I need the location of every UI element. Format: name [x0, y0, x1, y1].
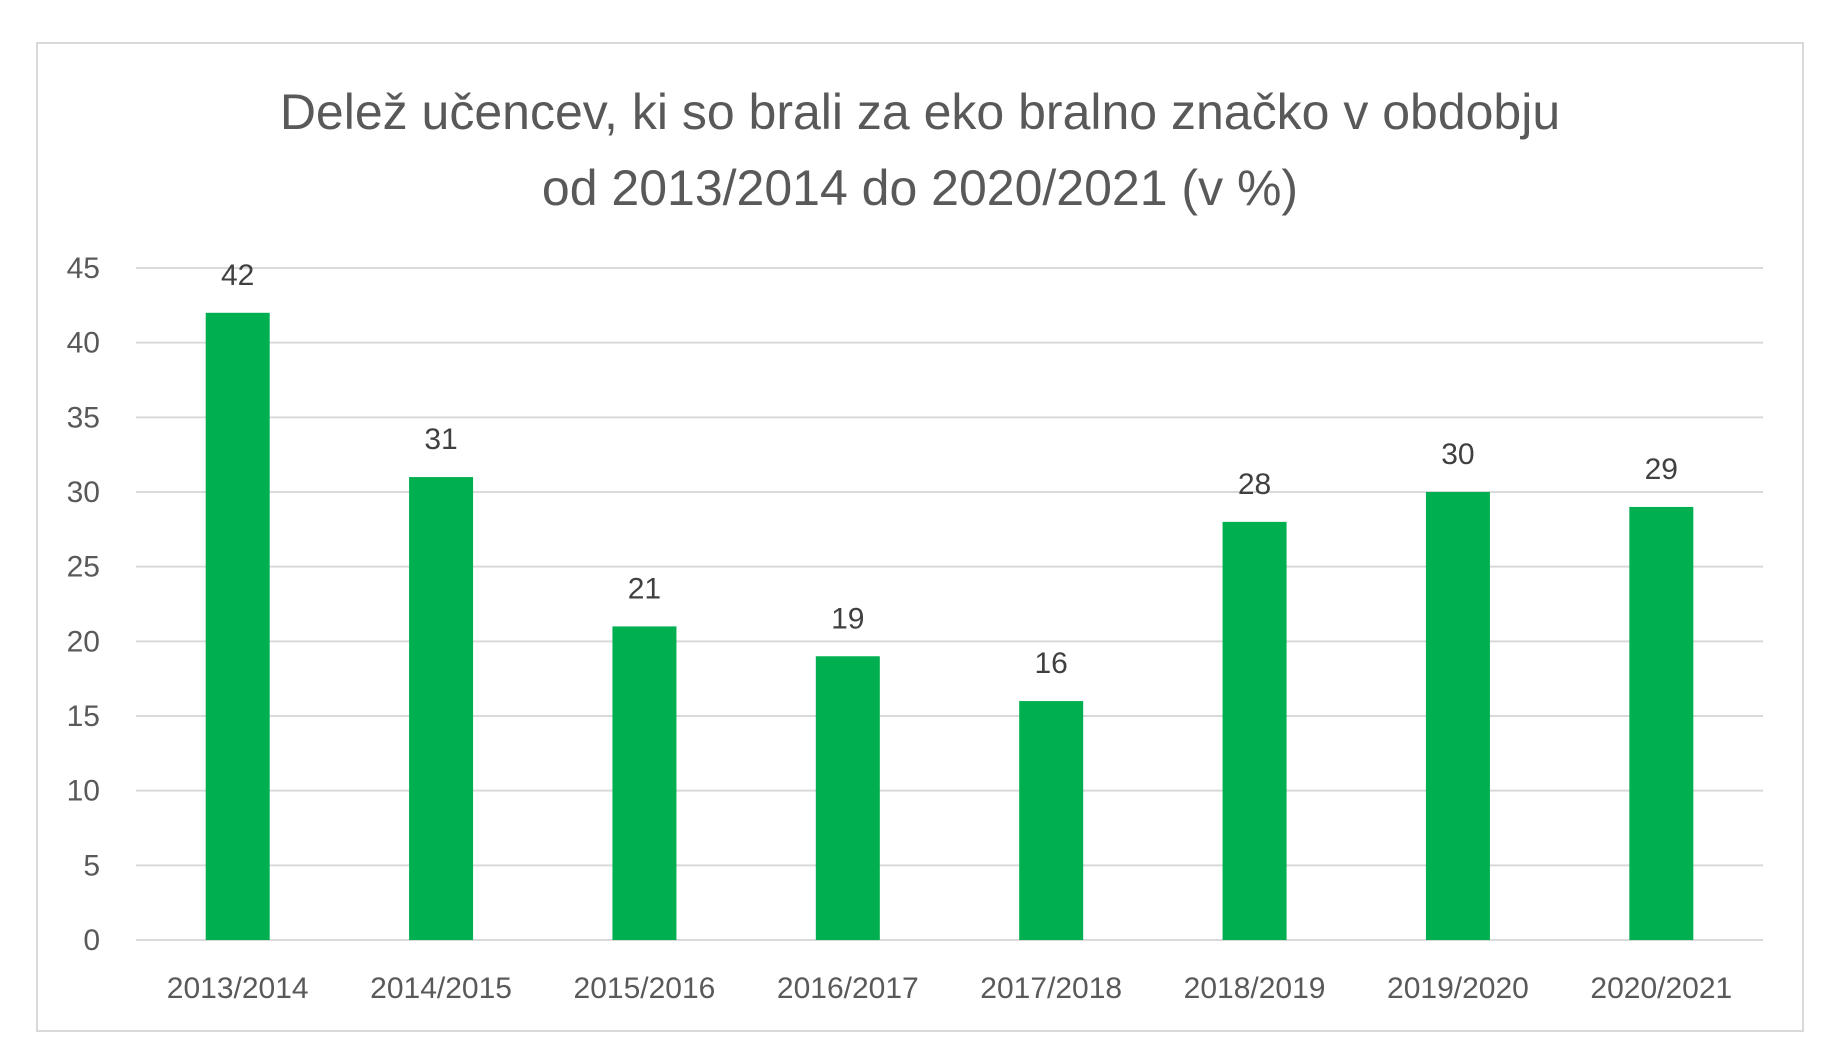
- y-tick-label: 45: [67, 252, 100, 285]
- gridlines: [136, 267, 1763, 941]
- data-label: 19: [831, 602, 864, 635]
- bar-2015-2016: [612, 626, 677, 940]
- data-label: 16: [1035, 647, 1068, 680]
- chart-title-line-2: od 2013/2014 do 2020/2021 (v %): [541, 160, 1299, 216]
- x-tick-label: 2020/2021: [1590, 972, 1732, 1005]
- x-tick-label: 2017/2018: [980, 972, 1122, 1005]
- y-tick-label: 5: [83, 849, 100, 882]
- data-label: 28: [1238, 468, 1271, 501]
- data-label: 21: [628, 572, 661, 605]
- bar-2014-2015: [409, 477, 474, 940]
- y-tick-label: 20: [67, 625, 100, 658]
- y-tick-label: 15: [67, 700, 100, 733]
- data-label: 31: [424, 423, 457, 456]
- y-tick-label: 30: [67, 476, 100, 509]
- data-label: 29: [1645, 453, 1678, 486]
- chart-frame: [36, 42, 1804, 1032]
- x-tick-label: 2019/2020: [1387, 972, 1529, 1005]
- y-tick-label: 10: [67, 775, 100, 808]
- bar-2016-2017: [815, 656, 880, 940]
- y-tick-label: 40: [67, 327, 100, 360]
- y-tick-label: 0: [83, 924, 100, 957]
- bar-2017-2018: [1019, 701, 1084, 940]
- data-label: 30: [1441, 438, 1474, 471]
- y-tick-label: 35: [67, 401, 100, 434]
- x-axis-ticks: 2013/2014 2014/2015 2015/2016 2016/2017 2017…: [167, 972, 1732, 1005]
- data-labels: 42 31 21 19 16 28 30 29: [221, 259, 1678, 680]
- bar-2019-2020: [1425, 492, 1490, 940]
- y-axis-ticks: 0 5 10 15 20 25 30 35 40 45: [67, 252, 100, 957]
- x-tick-label: 2016/2017: [777, 972, 919, 1005]
- x-tick-label: 2014/2015: [370, 972, 512, 1005]
- data-label: 42: [221, 259, 254, 292]
- bars: [205, 312, 1694, 940]
- bar-2013-2014: [205, 312, 270, 940]
- bar-2020-2021: [1629, 506, 1694, 940]
- chart-title-line-1: Delež učencev, ki so brali za eko bralno…: [279, 84, 1561, 140]
- x-tick-label: 2018/2019: [1184, 972, 1326, 1005]
- bar-2018-2019: [1222, 521, 1287, 940]
- y-tick-label: 25: [67, 551, 100, 584]
- chart-title: Delež učencev, ki so brali za eko bralno…: [36, 74, 1804, 226]
- x-tick-label: 2013/2014: [167, 972, 309, 1005]
- x-tick-label: 2015/2016: [574, 972, 716, 1005]
